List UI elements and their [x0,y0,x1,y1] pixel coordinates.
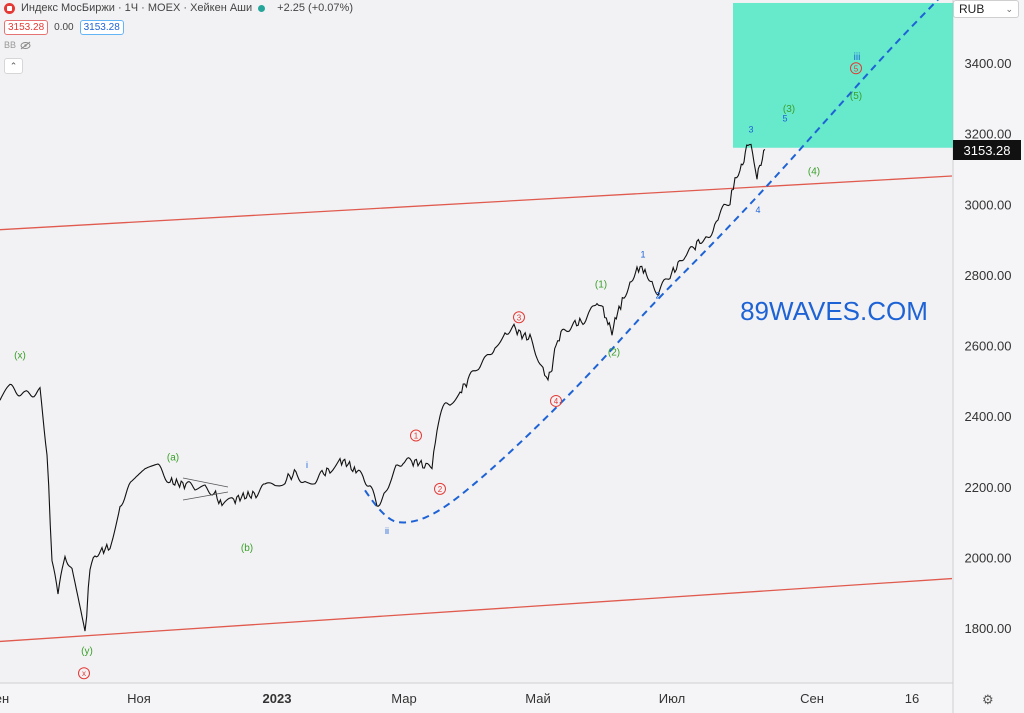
wave-label: (5) [850,91,862,102]
last-price-tag [953,140,1021,160]
wave-label-circle [850,62,862,75]
wave-label-circle [78,667,90,680]
price-axis-ticks: 3400.00 3200.00 3000.00 2800.00 2600.00 2400.… [965,56,1012,636]
channel-upper-line[interactable] [0,175,953,231]
wave-label: 5 [782,114,787,124]
spread-value: 0.00 [54,22,74,33]
time-tick-label: Июл [659,691,685,706]
wave-label: i [306,460,308,470]
wave-label: 4 [755,205,760,215]
last-price-value: 3153.28 [964,143,1011,158]
market-status-icon [258,4,266,12]
symbol-header[interactable]: Индекс МосБиржи · 1Ч · MOEX · Хейкен Аши… [4,2,353,14]
time-tick-label: 2023 [263,691,292,706]
wave-label: 3 [748,124,753,134]
time-tick-label: Сен [800,691,824,706]
eye-hidden-icon[interactable] [20,41,31,50]
wave-label: 2 [655,290,660,300]
wave-label: x [82,669,86,678]
wave-label: (3) [783,104,795,115]
wave-label: iii [854,52,861,63]
currency-selector[interactable]: RUB ⌄ [953,0,1019,18]
wave-labels: (x)(y)x(a)(b)iii12345(1)(2)(3)(4)(5)1234… [14,52,862,680]
wave-label: 2 [438,485,443,494]
time-tick-label: Май [525,691,550,706]
bid-price[interactable]: 3153.28 [4,20,49,35]
wave-label-circle [550,394,562,407]
price-series-line [0,143,766,632]
time-axis-background [0,683,953,713]
price-tick-label: 3000.00 [965,197,1012,212]
target-zone [733,2,953,148]
time-tick-label: Ноя [127,691,151,706]
wave-label: (a) [167,453,179,464]
wave-label: 4 [554,397,559,406]
wave-label: 1 [640,250,645,260]
price-axis-background [953,0,1024,713]
time-tick-label: 16 [905,691,919,706]
triangle-upper-line [182,477,229,488]
watermark: 89WAVES.COM [740,296,928,326]
price-tick-label: 1800.00 [965,621,1012,636]
wave-label-circle [513,311,525,324]
time-tick-label: Мар [391,691,416,706]
currency-label: RUB [959,2,985,16]
wave-label: 1 [414,432,419,441]
triangle-lower-line [182,491,229,501]
moex-logo-icon [4,2,15,14]
wave-label: 3 [517,313,522,322]
wave-label: (y) [81,646,93,657]
price-tick-label: 2200.00 [965,480,1012,495]
projection-curve[interactable] [364,0,945,524]
wave-label: ii [385,526,389,536]
quote-row: 3153.28 0.00 3153.28 [4,20,124,35]
price-tick-label: 2400.00 [965,409,1012,424]
wave-label: (2) [608,348,620,359]
time-tick-label: ен [0,691,9,706]
price-tick-label: 2000.00 [965,550,1012,565]
channel-lower-line[interactable] [0,577,953,643]
indicator-row[interactable]: BB [4,40,31,50]
indicator-name: BB [4,40,17,50]
price-tick-label: 3200.00 [965,127,1012,142]
price-change: +2.25 (+0.07%) [277,2,353,14]
ask-price[interactable]: 3153.28 [79,20,124,35]
wave-label: 5 [854,64,859,73]
wave-label-circle [410,429,422,442]
collapse-chevron-icon[interactable]: ⌃ [4,58,23,74]
wave-label-circle [434,482,446,495]
wave-label: (b) [241,543,253,554]
symbol-title[interactable]: Индекс МосБиржи · 1Ч · MOEX · Хейкен Аши [21,2,253,14]
wave-label: (x) [14,351,26,362]
wave-label: (4) [808,167,820,178]
price-tick-label: 3400.00 [965,56,1012,71]
time-axis-ticks: ен Ноя 2023 Мар Май Июл Сен 16 [0,691,919,706]
price-tick-label: 2600.00 [965,339,1012,354]
settings-gear-icon[interactable]: ⚙ [982,692,994,707]
wave-label: (1) [595,280,607,291]
chevron-down-icon: ⌄ [1005,3,1013,14]
price-tick-label: 2800.00 [965,268,1012,283]
